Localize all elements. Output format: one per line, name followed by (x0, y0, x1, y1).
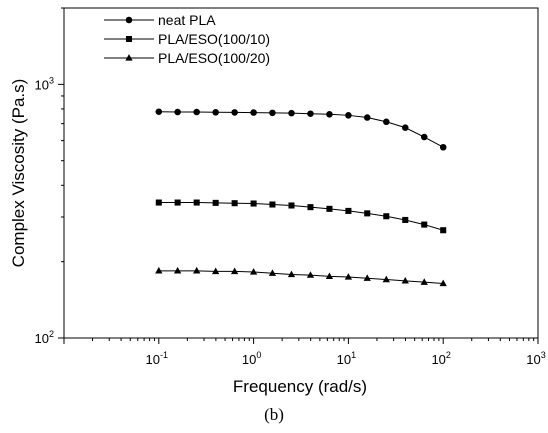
x-tick-label: 100 (242, 350, 261, 367)
legend-entry: PLA/ESO(100/10) (104, 31, 270, 47)
data-point (174, 108, 181, 116)
y-axis-label: Complex Viscosity (Pa.s) (9, 79, 28, 268)
series-line (158, 270, 444, 285)
data-point (193, 199, 200, 206)
data-point (363, 114, 371, 121)
data-point (212, 199, 219, 206)
y-tick-label: 103 (35, 75, 54, 92)
data-point (173, 266, 182, 274)
data-point (155, 266, 163, 274)
data-point (230, 267, 239, 275)
data-point (288, 202, 295, 209)
data-point (249, 268, 258, 275)
data-point (250, 200, 257, 207)
data-point (155, 108, 163, 116)
series-2 (155, 199, 447, 234)
series-3 (155, 266, 447, 287)
data-point (269, 201, 276, 208)
data-point (268, 269, 277, 276)
data-point (402, 216, 409, 223)
legend-entry: neat PLA (104, 12, 216, 28)
data-point (288, 109, 295, 117)
data-point (440, 227, 447, 234)
data-point (231, 109, 238, 116)
series-line (158, 111, 444, 148)
plot-frame (63, 7, 539, 339)
legend-marker (125, 54, 133, 61)
series-1 (155, 108, 447, 151)
x-tick-label: 102 (431, 350, 450, 367)
y-axis: 102 103 (35, 7, 64, 346)
legend-label: neat PLA (158, 12, 216, 28)
legend-label: PLA/ESO(100/20) (158, 50, 270, 66)
data-point (231, 200, 238, 207)
data-point (439, 279, 447, 287)
series-line (158, 202, 444, 231)
legend: neat PLA PLA/ESO(100/10) PLA/ESO(100/20) (104, 12, 270, 66)
legend-marker (125, 16, 133, 24)
data-point (344, 273, 353, 280)
data-point (307, 204, 314, 211)
data-point (420, 278, 428, 285)
data-point (439, 143, 447, 151)
data-point (212, 109, 219, 116)
data-point (326, 111, 333, 118)
data-point (345, 207, 352, 214)
y-tick-label: 102 (35, 329, 54, 346)
data-point (345, 112, 352, 119)
data-point (401, 124, 409, 131)
figure-caption: (b) (264, 405, 284, 424)
x-tick-label: 103 (526, 350, 545, 367)
data-point (269, 109, 276, 117)
data-point (363, 274, 371, 281)
data-point (326, 205, 333, 212)
data-point (193, 108, 200, 116)
data-point (383, 213, 390, 220)
data-point (307, 110, 314, 117)
data-point (250, 109, 257, 116)
x-axis-label: Frequency (rad/s) (233, 377, 367, 396)
data-point (382, 275, 390, 283)
data-point (155, 199, 162, 206)
data-point (420, 133, 428, 141)
series-layer (155, 108, 447, 287)
data-point (174, 199, 181, 206)
data-point (401, 276, 409, 284)
data-point (212, 267, 220, 275)
data-point (193, 266, 201, 274)
data-point (421, 221, 428, 228)
legend-label: PLA/ESO(100/10) (158, 31, 270, 47)
x-tick-label: 10-1 (146, 350, 168, 367)
data-point (306, 271, 315, 278)
data-point (364, 210, 371, 217)
data-point (383, 118, 390, 126)
legend-marker (125, 35, 133, 43)
x-tick-label: 101 (337, 350, 356, 367)
data-point (287, 270, 296, 278)
data-point (325, 272, 334, 280)
x-axis: 10-1 100 101 102 103 (63, 338, 546, 367)
legend-entry: PLA/ESO(100/20) (104, 50, 270, 66)
